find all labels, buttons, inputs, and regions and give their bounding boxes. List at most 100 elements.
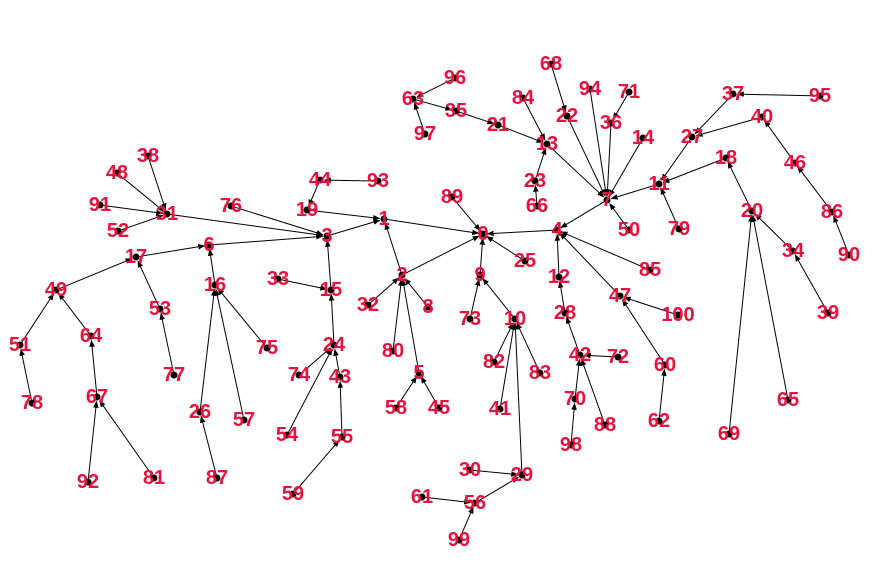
node-label: 31	[156, 203, 178, 225]
node-dot	[791, 159, 799, 167]
node-dot	[52, 286, 60, 294]
node-85: 85	[639, 259, 661, 281]
edge-25-to-0	[486, 236, 523, 260]
node-dot	[364, 301, 372, 309]
node-dot	[555, 273, 563, 281]
node-dot	[274, 275, 282, 283]
node-16: 16	[204, 274, 226, 296]
node-label: 9	[474, 264, 485, 286]
node-label: 41	[489, 398, 511, 420]
node-dot	[196, 408, 204, 416]
edge-26-to-16	[199, 288, 217, 409]
node-dot	[163, 210, 171, 218]
node-7: 7	[601, 189, 612, 211]
node-dot	[295, 371, 303, 379]
edge-8-to-2	[404, 277, 427, 305]
node-label: 8	[422, 296, 433, 318]
node-dot	[614, 353, 622, 361]
node-dot	[452, 107, 460, 115]
node-label: 13	[536, 133, 558, 155]
edge-90-to-86	[833, 215, 849, 252]
node-dot	[616, 292, 624, 300]
node-27: 27	[681, 126, 703, 148]
node-57: 57	[233, 409, 255, 431]
node-label: 71	[618, 81, 640, 103]
edge-15-to-3	[325, 239, 332, 287]
edge-28-to-12	[558, 280, 565, 310]
node-dot	[93, 393, 101, 401]
node-88: 88	[594, 414, 616, 436]
node-label: 63	[402, 88, 424, 110]
edge-4-to-0	[486, 229, 554, 237]
node-dot	[424, 303, 432, 311]
node-dot	[336, 373, 344, 381]
node-label: 60	[654, 354, 676, 376]
node-0: 0	[477, 223, 488, 245]
node-label: 32	[357, 294, 379, 316]
edge-37-to-27	[694, 96, 731, 135]
node-69: 69	[718, 423, 740, 445]
edge-12-to-4	[554, 233, 561, 274]
node-label: 100	[661, 304, 694, 326]
node-label: 25	[514, 250, 536, 272]
node-label: 56	[464, 492, 486, 514]
edge-76-to-3	[234, 206, 324, 236]
node-31: 31	[156, 203, 178, 225]
node-label: 72	[607, 346, 629, 368]
node-label: 12	[548, 266, 570, 288]
node-label: 46	[784, 152, 806, 174]
node-37: 37	[722, 83, 744, 105]
edge-13-to-7	[549, 146, 605, 198]
node-56: 56	[464, 492, 486, 514]
node-label: 33	[267, 268, 289, 290]
node-dot	[150, 474, 158, 482]
node-dot	[389, 347, 397, 355]
node-dot	[816, 92, 824, 100]
node-label: 24	[323, 334, 346, 356]
node-81: 81	[143, 467, 165, 489]
node-label: 88	[594, 414, 616, 436]
node-86: 86	[821, 201, 843, 223]
edge-layer	[19, 67, 849, 537]
edge-20-to-18	[727, 161, 751, 209]
edge-59-to-55	[294, 439, 340, 492]
edge-34-to-20	[754, 213, 791, 249]
node-11: 11	[648, 173, 669, 195]
node-label: 80	[382, 340, 404, 362]
node-label: 49	[45, 279, 67, 301]
node-75: 75	[256, 337, 278, 359]
edge-43-to-24	[333, 348, 340, 374]
node-dot	[380, 215, 388, 223]
node-label: 35	[445, 100, 467, 122]
node-dot	[519, 94, 527, 102]
node-label: 26	[189, 401, 211, 423]
edge-19-to-1	[310, 209, 381, 221]
node-label: 66	[526, 195, 548, 217]
node-dot	[553, 226, 561, 234]
node-21: 21	[487, 114, 509, 136]
node-dot	[114, 227, 122, 235]
edge-54-to-24	[288, 348, 333, 433]
edge-9-to-0	[479, 237, 486, 272]
node-34: 34	[782, 240, 805, 262]
edge-46-to-40	[764, 120, 794, 161]
edge-29-to-10	[512, 322, 523, 472]
node-42: 42	[569, 344, 591, 366]
node-dot	[418, 493, 426, 501]
edge-89-to-0	[453, 199, 481, 232]
edge-48-to-31	[119, 174, 165, 212]
edge-52-to-31	[121, 214, 164, 231]
node-43: 43	[329, 366, 351, 388]
edge-77-to-53	[159, 312, 174, 372]
node-dot	[748, 207, 756, 215]
edge-2-to-1	[384, 222, 402, 272]
node-label: 1	[378, 208, 389, 230]
node-label: 79	[668, 218, 690, 240]
node-22: 22	[556, 105, 578, 127]
node-6: 6	[203, 234, 214, 256]
node-label: 48	[106, 162, 128, 184]
node-67: 67	[86, 386, 108, 408]
node-label: 29	[511, 464, 533, 486]
node-dot	[824, 309, 832, 317]
node-label: 93	[367, 170, 389, 192]
